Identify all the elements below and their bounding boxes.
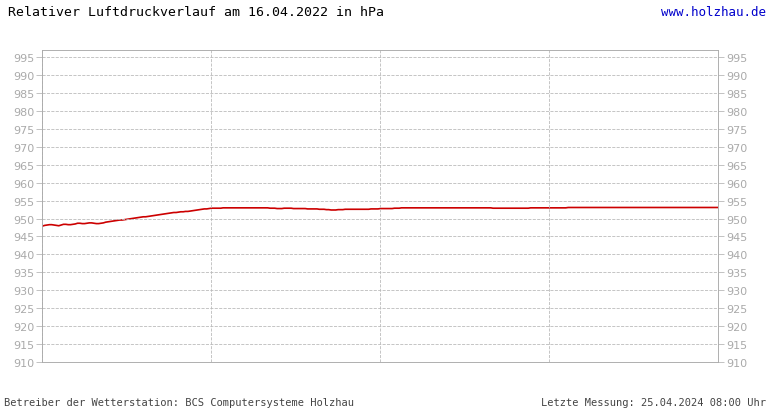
Text: Relativer Luftdruckverlauf am 16.04.2022 in hPa: Relativer Luftdruckverlauf am 16.04.2022… [8,6,383,19]
Text: Betreiber der Wetterstation: BCS Computersysteme Holzhau: Betreiber der Wetterstation: BCS Compute… [4,397,354,407]
Text: www.holzhau.de: www.holzhau.de [661,6,766,19]
Text: Letzte Messung: 25.04.2024 08:00 Uhr: Letzte Messung: 25.04.2024 08:00 Uhr [541,397,766,407]
